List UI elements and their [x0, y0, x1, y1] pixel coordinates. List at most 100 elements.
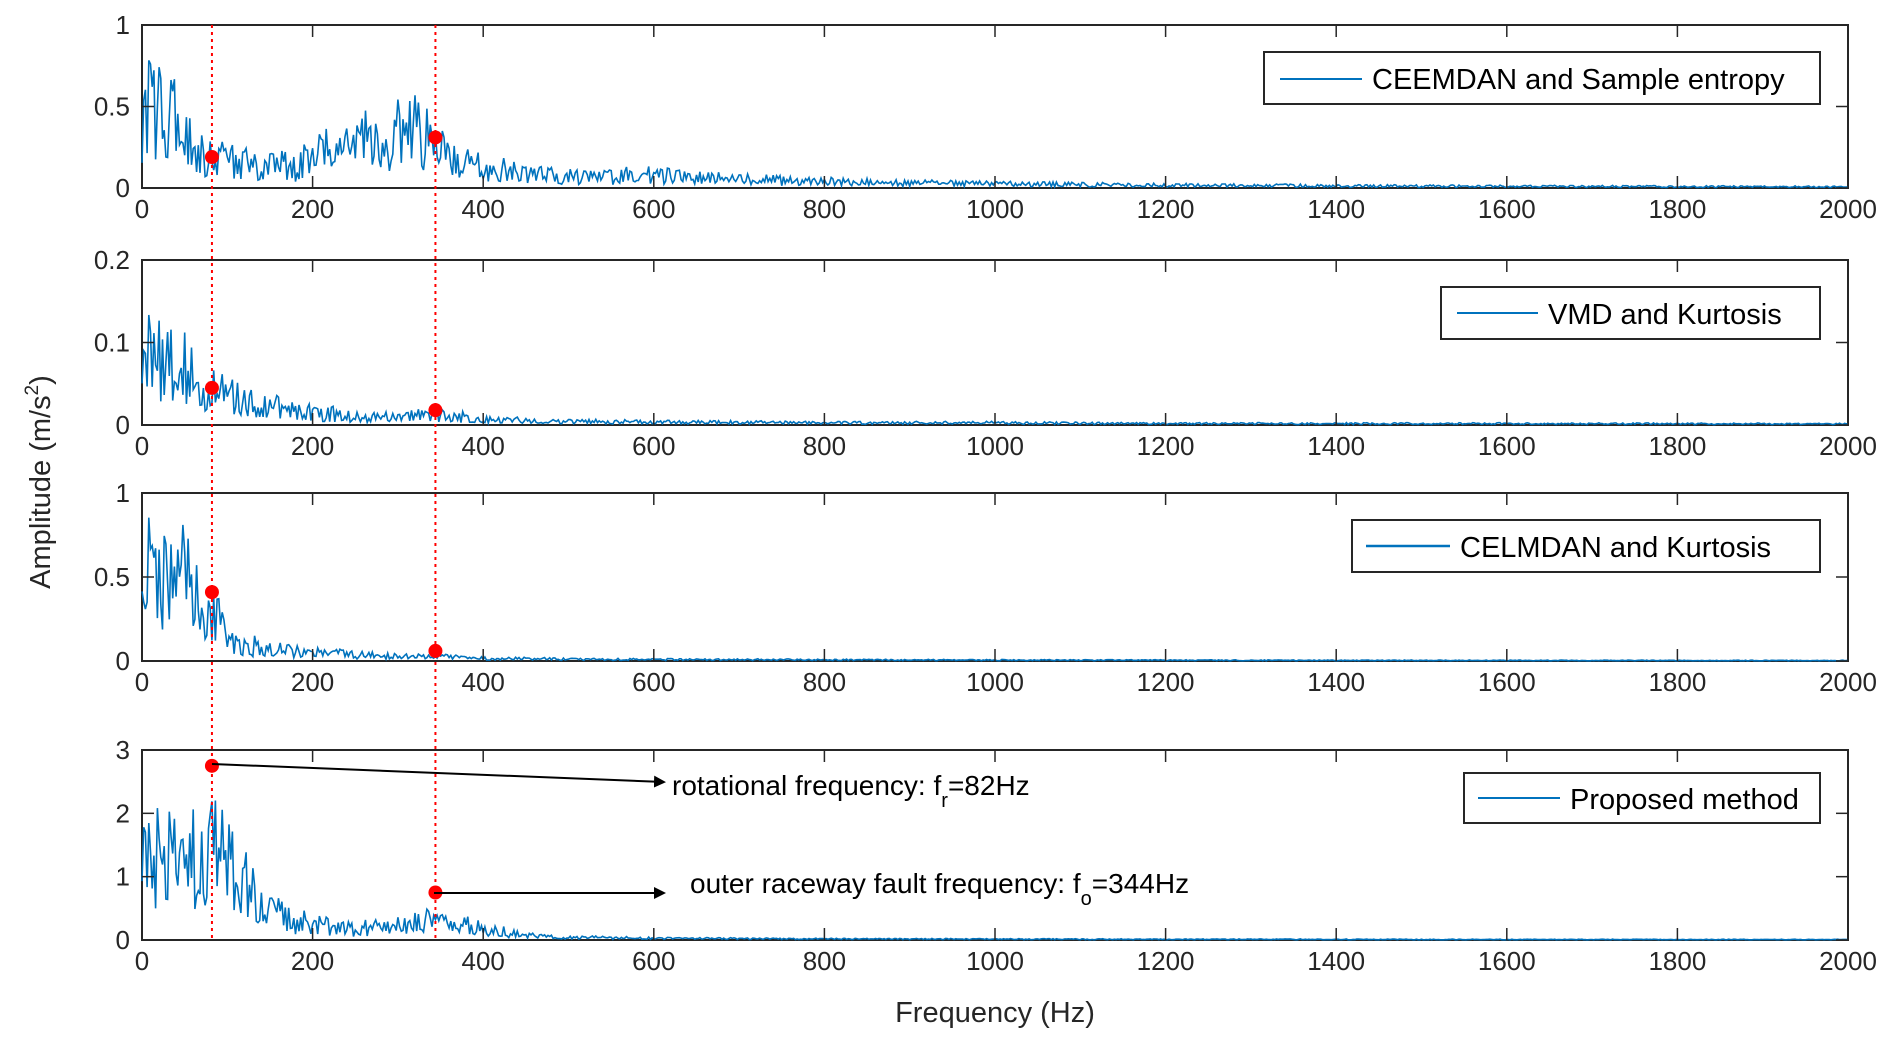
annotation-label: outer raceway fault frequency: fo=344Hz: [690, 868, 1189, 910]
x-tick-label: 1000: [966, 194, 1024, 224]
x-tick-label: 1400: [1307, 431, 1365, 461]
y-axis-label-close: ): [25, 375, 57, 385]
annotation-label: rotational frequency: fr=82Hz: [672, 770, 1030, 812]
x-tick-label: 1200: [1137, 946, 1195, 976]
annotation-tail: =82Hz: [948, 770, 1030, 801]
y-tick-group: 0 0.1 0.2: [94, 245, 1848, 440]
annotation-rotational: rotational frequency: fr=82Hz: [211, 763, 1030, 812]
x-tick-label: 600: [632, 431, 675, 461]
x-tick-group: 0 200 400 600 800 1000 1200 1400 1600 1800 2000: [135, 260, 1877, 461]
x-tick-label: 0: [135, 431, 149, 461]
y-tick-label: 1: [116, 478, 130, 508]
peak-marker: [204, 150, 219, 165]
x-tick-label: 800: [803, 431, 846, 461]
axes-frame: [141, 259, 1849, 426]
y-tick-group: 0 1 2 3: [116, 735, 1848, 955]
x-tick-label: 0: [135, 667, 149, 697]
y-axis-label-superscript: 2: [22, 385, 43, 396]
x-tick-label: 1200: [1137, 194, 1195, 224]
x-tick-label: 1600: [1478, 946, 1536, 976]
peak-marker: [428, 643, 443, 658]
x-tick-label: 200: [291, 667, 334, 697]
y-tick-label: 0: [116, 646, 130, 676]
annotation-outer-raceway: outer raceway fault frequency: fo=344Hz: [434, 868, 1189, 910]
reference-lines: [210, 25, 437, 940]
legend-label: CELMDAN and Kurtosis: [1460, 532, 1771, 564]
x-tick-label: 400: [462, 431, 505, 461]
legend: VMD and Kurtosis: [1440, 286, 1821, 340]
x-tick-label: 200: [291, 194, 334, 224]
x-tick-label: 1400: [1307, 194, 1365, 224]
x-tick-label: 1200: [1137, 667, 1195, 697]
x-tick-label: 600: [632, 946, 675, 976]
y-tick-group: 00.51: [94, 478, 1848, 676]
x-tick-label: 600: [632, 667, 675, 697]
annotation-subscript: o: [1081, 888, 1092, 910]
x-tick-label: 200: [291, 431, 334, 461]
x-tick-label: 0: [135, 946, 149, 976]
x-tick-label: 1000: [966, 431, 1024, 461]
x-tick-label: 1800: [1648, 946, 1706, 976]
x-tick-label: 1800: [1648, 194, 1706, 224]
legend-label: VMD and Kurtosis: [1548, 299, 1782, 331]
annotation-text: outer raceway fault frequency: f: [690, 868, 1081, 899]
y-tick-label: 0: [116, 173, 130, 203]
x-tick-group: 0 200 400 600 800 1000 1200 1400 1600 1800 2000: [135, 25, 1877, 224]
x-tick-label: 400: [462, 946, 505, 976]
peak-marker: [204, 585, 219, 600]
y-tick-group: 00.51: [94, 10, 1848, 203]
y-tick-label: 0.5: [94, 92, 130, 122]
annotation-subscript: r: [941, 790, 948, 812]
y-tick-label: 0.1: [94, 328, 130, 358]
y-tick-label: 0.5: [94, 562, 130, 592]
y-tick-label: 2: [116, 798, 130, 828]
peak-marker: [428, 130, 443, 145]
legend: Proposed method: [1463, 772, 1821, 824]
legend: CEEMDAN and Sample entropy: [1263, 51, 1821, 105]
y-axis-label-text: Amplitude (m/s: [25, 395, 57, 588]
peak-marker: [428, 403, 443, 418]
annotation-text: rotational frequency: f: [672, 770, 941, 801]
x-tick-label: 600: [632, 194, 675, 224]
x-tick-label: 800: [803, 667, 846, 697]
x-tick-label: 2000: [1819, 431, 1877, 461]
x-tick-label: 2000: [1819, 667, 1877, 697]
panel-ceemdan: 00.51 0 200 400 600 800 1000 1200 1400 1600 1800 2…: [94, 10, 1877, 224]
y-axis-label: Amplitude (m/s2): [22, 375, 57, 589]
x-tick-label: 1600: [1478, 667, 1536, 697]
y-tick-label: 1: [116, 10, 130, 40]
x-tick-label: 0: [135, 194, 149, 224]
x-tick-label: 2000: [1819, 946, 1877, 976]
panel-celmdan: 00.51 0 200 400 600 800 1000 1200 1400 1600 1800 2…: [94, 478, 1877, 697]
x-tick-label: 1000: [966, 946, 1024, 976]
x-tick-label: 1400: [1307, 667, 1365, 697]
x-tick-group: 0 200 400 600 800 1000 1200 1400 1600 1800 2000: [135, 493, 1877, 697]
y-tick-label: 3: [116, 735, 130, 765]
y-tick-label: 1: [116, 862, 130, 892]
panel-proposed: 0 1 2 3 0 200 400 600 800 1000 1200 1400 1600 1800 20…: [116, 735, 1877, 976]
x-tick-label: 800: [803, 946, 846, 976]
x-tick-label: 1400: [1307, 946, 1365, 976]
x-tick-label: 1600: [1478, 194, 1536, 224]
y-tick-label: 0: [116, 925, 130, 955]
peak-marker: [204, 380, 219, 395]
x-tick-label: 400: [462, 194, 505, 224]
y-tick-label: 0.2: [94, 245, 130, 275]
x-tick-label: 800: [803, 194, 846, 224]
x-tick-label: 1800: [1648, 431, 1706, 461]
peak-marker: [204, 758, 219, 773]
x-tick-group: 0 200 400 600 800 1000 1200 1400 1600 1800 2000: [135, 750, 1877, 976]
x-axis-label: Frequency (Hz): [895, 997, 1095, 1029]
annotation-arrow: [211, 763, 666, 788]
legend: CELMDAN and Kurtosis: [1351, 519, 1821, 573]
annotation-tail: =344Hz: [1092, 868, 1189, 899]
x-tick-label: 1000: [966, 667, 1024, 697]
panel-vmd: 0 0.1 0.2 0 200 400 600 800 1000 1200 1400 1600 180…: [94, 245, 1877, 461]
axes-frame: [141, 492, 1849, 662]
marker-group: [204, 130, 443, 900]
legend-label: CEEMDAN and Sample entropy: [1372, 64, 1785, 96]
y-tick-label: 0: [116, 410, 130, 440]
x-tick-label: 1800: [1648, 667, 1706, 697]
x-tick-label: 200: [291, 946, 334, 976]
